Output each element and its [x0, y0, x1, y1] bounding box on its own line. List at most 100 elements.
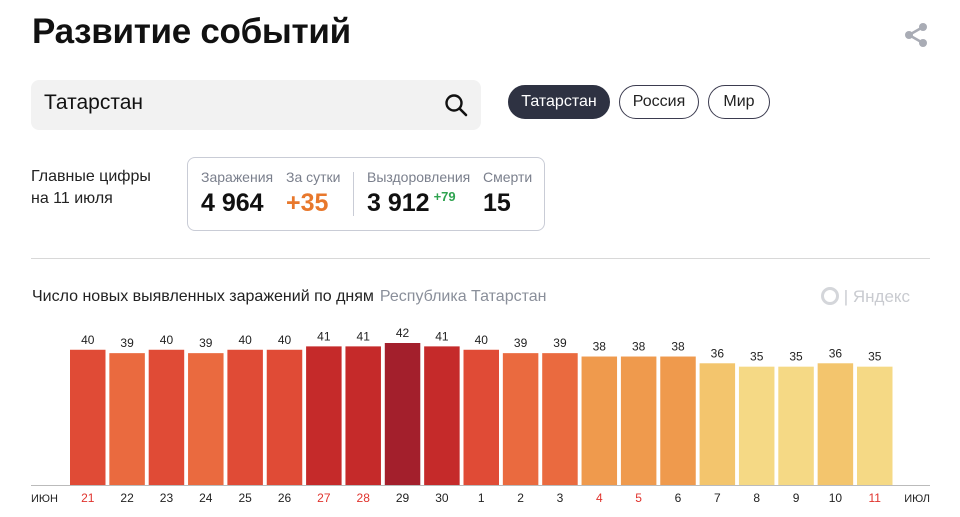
chart-bar: [857, 366, 893, 485]
chip-tatarstan[interactable]: Татарстан: [508, 85, 610, 119]
chart-bar: [660, 356, 696, 485]
x-tick-label: 3: [557, 491, 564, 505]
x-tick-label: 27: [317, 491, 331, 505]
bar-value-label: 41: [435, 329, 449, 343]
chip-russia[interactable]: Россия: [619, 85, 699, 119]
x-tick-label: 23: [160, 491, 174, 505]
chart-bar: [109, 353, 145, 485]
stat-recovered: Выздоровления 3 912 +79: [367, 169, 470, 218]
summary-label: Главные цифры на 11 июля: [31, 166, 151, 210]
x-tick-label: 2: [517, 491, 524, 505]
chart-bar: [188, 353, 224, 485]
stat-recovered-delta: +79: [433, 189, 456, 204]
region-search-field[interactable]: Татарстан: [31, 80, 481, 130]
x-tick-label: 29: [396, 491, 410, 505]
stat-infections-label: Заражения: [201, 169, 274, 185]
chart-bar: [738, 366, 775, 485]
section-divider: [31, 258, 930, 259]
bar-value-label: 41: [317, 329, 331, 343]
stat-daily: За сутки +35: [286, 169, 341, 218]
summary-stats-box: Заражения 4 964 За сутки +35 Выздоровлен…: [187, 157, 545, 231]
stat-daily-label: За сутки: [286, 169, 341, 185]
bar-value-label: 40: [475, 333, 489, 347]
x-tick-label: 6: [675, 491, 682, 505]
summary-label-line1: Главные цифры: [31, 168, 151, 185]
chart-bar: [424, 346, 460, 485]
stats-divider: [353, 172, 354, 216]
chart-title: Число новых выявленных заражений по дням…: [32, 288, 546, 306]
search-input-value[interactable]: Татарстан: [44, 91, 144, 114]
bar-value-label: 35: [750, 350, 764, 364]
chart-bar: [463, 349, 499, 485]
bar-value-label: 42: [396, 326, 410, 340]
search-icon[interactable]: [443, 92, 469, 118]
bar-value-label: 35: [868, 350, 882, 364]
bar-value-label: 40: [238, 333, 252, 347]
x-month-label-start: ИЮН: [31, 493, 58, 505]
x-tick-label: 26: [278, 491, 292, 505]
chart-title-text: Число новых выявленных заражений по дням: [32, 288, 374, 305]
x-tick-label: 10: [829, 491, 843, 505]
stat-recovered-label: Выздоровления: [367, 169, 471, 185]
x-tick-label: 22: [120, 491, 134, 505]
chart-bar: [542, 353, 578, 485]
stat-deaths-label: Смерти: [483, 169, 533, 185]
chart-bar: [384, 343, 421, 485]
x-tick-label: 4: [596, 491, 603, 505]
x-tick-label: 21: [81, 491, 95, 505]
bar-value-label: 38: [671, 340, 685, 354]
x-tick-label: 7: [714, 491, 721, 505]
stat-daily-value: +35: [286, 189, 329, 217]
x-tick-label: 9: [793, 491, 800, 505]
chart-bar: [345, 346, 381, 485]
bar-value-label: 35: [789, 350, 803, 364]
x-tick-label: 5: [635, 491, 642, 505]
x-tick-label: 24: [199, 491, 213, 505]
bar-value-label: 36: [711, 346, 725, 360]
yandex-watermark-text: Яндекс: [852, 287, 911, 306]
bar-value-label: 39: [120, 336, 134, 350]
chart-region: Республика Татарстан: [379, 288, 547, 305]
summary-label-date: на 11 июля: [31, 190, 113, 207]
bar-value-label: 39: [514, 336, 528, 350]
daily-cases-chart: 4021392240233924402540264127412842294130…: [31, 326, 930, 505]
stat-infections-value: 4 964: [201, 189, 264, 217]
x-tick-label: 30: [435, 491, 449, 505]
bar-value-label: 39: [199, 336, 213, 350]
bar-value-label: 41: [357, 329, 371, 343]
stat-deaths-value: 15: [483, 189, 511, 217]
bar-value-label: 40: [278, 333, 292, 347]
x-tick-label: 1: [478, 491, 485, 505]
x-tick-label: 25: [238, 491, 252, 505]
bar-value-label: 36: [829, 346, 843, 360]
chart-bar: [502, 353, 539, 485]
chart-bar: [699, 363, 736, 485]
stat-recovered-value: 3 912: [367, 189, 430, 217]
bar-value-label: 38: [632, 340, 646, 354]
share-icon[interactable]: [903, 22, 929, 48]
chip-world[interactable]: Мир: [708, 85, 770, 119]
page-title: Развитие событий: [32, 12, 351, 51]
x-tick-label: 8: [753, 491, 760, 505]
chart-bar: [581, 356, 618, 485]
yandex-logo-icon: [821, 287, 839, 305]
stat-recovered-row: 3 912 +79: [367, 189, 470, 218]
yandex-watermark: | Яндекс: [821, 287, 910, 307]
chart-bar: [148, 349, 185, 485]
stat-deaths: Смерти 15: [483, 169, 532, 218]
bar-value-label: 40: [81, 333, 95, 347]
chart-bar: [266, 349, 303, 485]
bar-value-label: 39: [553, 336, 567, 350]
bar-value-label: 40: [160, 333, 174, 347]
x-tick-label: 11: [869, 491, 882, 505]
chart-bar: [817, 363, 854, 485]
bar-value-label: 38: [593, 340, 607, 354]
chart-bar: [70, 349, 106, 485]
x-tick-label: 28: [357, 491, 371, 505]
chart-bar: [306, 346, 342, 485]
stat-infections: Заражения 4 964: [201, 169, 273, 218]
chart-bar: [620, 356, 657, 485]
x-month-label-end: ИЮЛ: [904, 493, 930, 505]
chart-bar: [778, 366, 814, 485]
chart-bar: [227, 349, 263, 485]
